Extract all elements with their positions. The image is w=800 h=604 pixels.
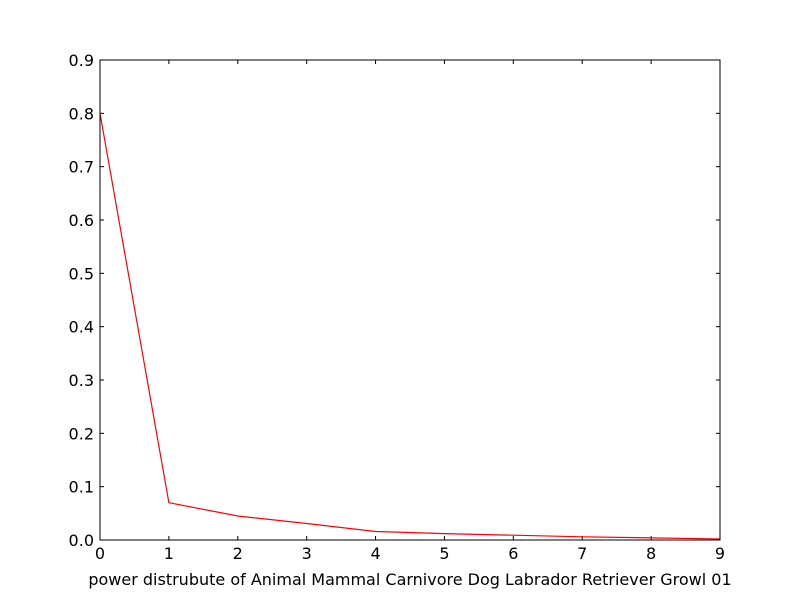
- x-tick-label: 2: [233, 544, 243, 563]
- y-tick-label: 0.5: [69, 264, 94, 283]
- y-tick-label: 0.4: [69, 318, 94, 337]
- y-tick-label: 0.1: [69, 478, 94, 497]
- series-layer: [99, 113, 721, 540]
- y-tick-label: 0.7: [69, 158, 94, 177]
- y-tick-label: 0.2: [69, 424, 94, 443]
- x-tick-label: 3: [302, 544, 312, 563]
- x-tick-label: 7: [577, 544, 587, 563]
- y-tick-label: 0.3: [69, 371, 94, 390]
- plot-frame: [99, 59, 721, 541]
- y-tick-label: 0.9: [69, 51, 94, 70]
- x-tick-label: 9: [715, 544, 725, 563]
- x-tick-label: 0: [95, 544, 105, 563]
- x-tick-label: 1: [164, 544, 174, 563]
- y-tick-label: 0.8: [69, 104, 94, 123]
- y-tick-label: 0.6: [69, 211, 94, 230]
- x-tick-label: 5: [439, 544, 449, 563]
- series-line: [99, 113, 721, 540]
- x-tick-label: 8: [646, 544, 656, 563]
- y-tick-label: 0.0: [69, 531, 94, 550]
- x-tick-label: 6: [508, 544, 518, 563]
- x-tick-label: 4: [370, 544, 380, 563]
- x-axis-label: power distrubute of Animal Mammal Carniv…: [88, 570, 731, 589]
- ticks-layer: 0 1 2 3 4 5 6 7 8 9 0.0 0.1 0.2 0.3 0.4 0.5 0.6 0.7 0.8 0.9: [69, 51, 726, 563]
